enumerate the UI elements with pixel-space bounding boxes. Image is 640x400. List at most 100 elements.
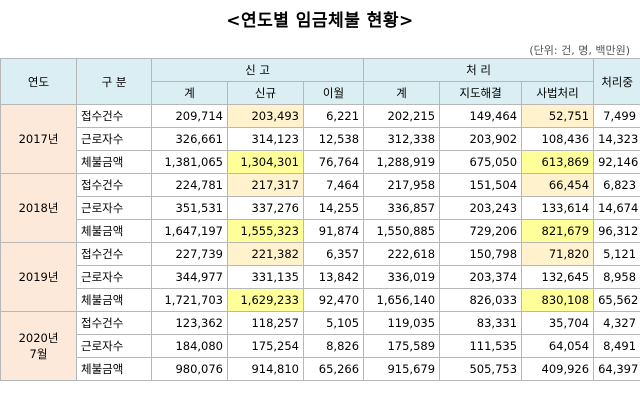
value-cell: 1,381,065 [151,150,228,174]
value-cell: 1,629,233 [227,288,304,312]
value-cell: 202,215 [363,104,441,128]
value-cell: 344,977 [151,265,228,289]
header-process-total: 계 [363,81,441,105]
category-cell: 근로자수 [76,265,152,289]
table-row: 2019년 접수건수 227,739 221,382 6,357 222,618 150,7… [0,242,640,312]
value-cell: 52,751 [521,104,595,128]
value-cell: 12,538 [302,127,365,151]
page-title: <연도별 임금체불 현황> [226,11,414,31]
value-cell: 209,714 [151,104,228,128]
value-cell: 1,304,301 [227,150,304,174]
value-cell: 675,050 [439,150,523,174]
header-process: 처 리 [363,58,595,82]
value-cell: 222,618 [363,242,441,266]
header-process-guidance: 지도해결 [439,81,523,105]
category-cell: 체불금액 [76,357,152,381]
value-cell: 1,656,140 [363,288,441,312]
category-cell: 체불금액 [76,150,152,174]
year-label: 2019년 [18,270,59,284]
category-cell: 체불금액 [76,219,152,243]
value-cell: 14,255 [302,196,365,220]
header-report: 신 고 [150,58,365,82]
value-cell: 203,493 [227,104,304,128]
category-cell: 접수건수 [76,104,152,128]
value-cell: 6,823 [593,173,640,197]
value-cell: 203,902 [439,127,523,151]
table-row: 체불금액 1,381,065 1,304,301 76,764 1,288,919 675… [1,150,640,174]
value-cell: 821,679 [521,219,595,243]
value-cell: 6,357 [302,242,365,266]
table-row: 체불금액 1,721,703 1,629,233 92,470 1,656,140 826… [1,288,640,312]
value-cell: 326,661 [151,127,228,151]
header-report-new: 신규 [227,81,304,105]
category-cell: 근로자수 [76,196,152,220]
value-cell: 184,080 [151,334,228,358]
value-cell: 151,504 [439,173,523,197]
table-row: 2020년 7월 접수건수 123,362 118,257 5,105 119,035 83,… [0,311,640,381]
value-cell: 914,810 [227,357,304,381]
table-row: 근로자수 184,080 175,254 8,826 175,589 111,535 64,… [1,334,640,358]
value-cell: 64,054 [521,334,595,358]
value-cell: 96,312 [593,219,640,243]
value-cell: 92,146 [593,150,640,174]
value-cell: 35,704 [521,311,595,335]
table-row: 근로자수 344,977 331,135 13,842 336,019 203,374 13… [1,265,640,289]
value-cell: 351,531 [151,196,228,220]
value-cell: 1,550,885 [363,219,441,243]
header-row-1: 연도 구 분 신 고 처 리 처리중 [0,58,640,105]
value-cell: 175,254 [227,334,304,358]
header-category: 구 분 [76,58,152,105]
value-cell: 613,869 [521,150,595,174]
table-row: 체불금액 1,647,197 1,555,323 91,874 1,550,885 729… [1,219,640,243]
value-cell: 331,135 [227,265,304,289]
value-cell: 8,826 [302,334,365,358]
value-cell: 66,454 [521,173,595,197]
year-label: 2017년 [18,132,59,146]
value-cell: 71,820 [521,242,595,266]
value-cell: 8,491 [593,334,640,358]
value-cell: 119,035 [363,311,441,335]
value-cell: 337,276 [227,196,304,220]
value-cell: 175,589 [363,334,441,358]
table-body: 2017년 접수건수 209,714 203,493 6,221 202,215 149,4… [0,104,640,381]
value-cell: 149,464 [439,104,523,128]
value-cell: 314,123 [227,127,304,151]
value-cell: 108,436 [521,127,595,151]
value-cell: 14,323 [593,127,640,151]
value-cell: 8,958 [593,265,640,289]
value-cell: 133,614 [521,196,595,220]
value-cell: 224,781 [151,173,228,197]
value-cell: 336,019 [363,265,441,289]
wage-arrears-table: 연도 구 분 신 고 처 리 처리중 계 신규 이월 계 지도해결 사법처리 2… [0,58,640,381]
value-cell: 915,679 [363,357,441,381]
year-cell: 2020년 7월 [0,311,77,381]
value-cell: 1,555,323 [227,219,304,243]
value-cell: 65,266 [302,357,365,381]
value-cell: 980,076 [151,357,228,381]
value-cell: 5,105 [302,311,365,335]
category-cell: 근로자수 [76,127,152,151]
value-cell: 1,288,919 [363,150,441,174]
value-cell: 132,645 [521,265,595,289]
value-cell: 7,499 [593,104,640,128]
value-cell: 227,739 [151,242,228,266]
category-cell: 근로자수 [76,334,152,358]
value-cell: 830,108 [521,288,595,312]
table-row: 체불금액 980,076 914,810 65,266 915,679 505,753 40… [1,357,640,381]
value-cell: 203,374 [439,265,523,289]
category-cell: 접수건수 [76,311,152,335]
value-cell: 221,382 [227,242,304,266]
value-cell: 1,721,703 [151,288,228,312]
value-cell: 1,647,197 [151,219,228,243]
value-cell: 111,535 [439,334,523,358]
table-row: 근로자수 326,661 314,123 12,538 312,338 203,902 10… [1,127,640,151]
table-row: 2017년 접수건수 209,714 203,493 6,221 202,215 149,4… [0,104,640,174]
value-cell: 123,362 [151,311,228,335]
value-cell: 65,562 [593,288,640,312]
value-cell: 409,926 [521,357,595,381]
year-cell: 2019년 [0,242,77,312]
header-process-judicial: 사법처리 [521,81,595,105]
value-cell: 5,121 [593,242,640,266]
category-cell: 체불금액 [76,288,152,312]
year-label: 2018년 [18,201,59,215]
